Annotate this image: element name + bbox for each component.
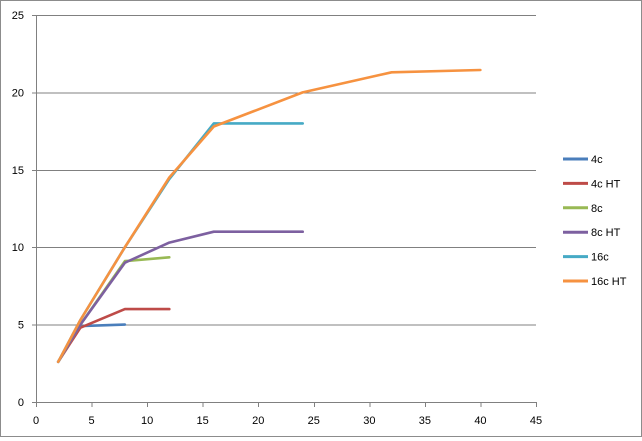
legend-item-16c-ht: 16c HT xyxy=(563,276,627,288)
x-tick-label: 35 xyxy=(419,415,431,427)
series-lines xyxy=(56,68,482,364)
legend-item-4c-ht: 4c HT xyxy=(563,178,621,190)
y-tick-label: 10 xyxy=(12,242,24,254)
legend-label: 16c HT xyxy=(591,276,627,288)
gridlines xyxy=(36,15,536,326)
y-tick-label: 20 xyxy=(12,87,24,99)
x-tick-label: 40 xyxy=(474,415,486,427)
x-tick-label: 0 xyxy=(33,415,39,427)
y-tick-label: 15 xyxy=(12,165,24,177)
legend-label: 16c xyxy=(591,252,609,264)
legend: 4c 4c HT 8c 8c HT 16c 16c HT xyxy=(563,154,627,288)
legend-label: 8c HT xyxy=(591,227,621,239)
y-tick-label: 0 xyxy=(18,397,24,409)
y-tick-label: 5 xyxy=(18,320,24,332)
legend-item-16c: 16c xyxy=(563,252,609,264)
x-tick-label: 20 xyxy=(252,415,264,427)
series-line-8c-ht xyxy=(56,230,304,364)
legend-item-8c: 8c xyxy=(563,203,603,215)
legend-item-4c: 4c xyxy=(563,154,603,166)
x-tick-label: 30 xyxy=(363,415,375,427)
x-tick-label: 25 xyxy=(308,415,320,427)
legend-label: 4c xyxy=(591,154,603,166)
x-tick-label: 10 xyxy=(141,415,153,427)
x-tick-label: 15 xyxy=(197,415,209,427)
x-tick-label: 5 xyxy=(88,415,94,427)
x-tick-label: 45 xyxy=(530,415,542,427)
legend-label: 4c HT xyxy=(591,178,621,190)
legend-label: 8c xyxy=(591,203,603,215)
axes: 0 5 10 15 20 25 0 5 10 15 20 25 30 35 40 45 xyxy=(12,10,542,427)
series-line-16c-ht xyxy=(56,68,482,364)
legend-item-8c-ht: 8c HT xyxy=(563,227,621,239)
y-tick-label: 25 xyxy=(12,10,24,22)
